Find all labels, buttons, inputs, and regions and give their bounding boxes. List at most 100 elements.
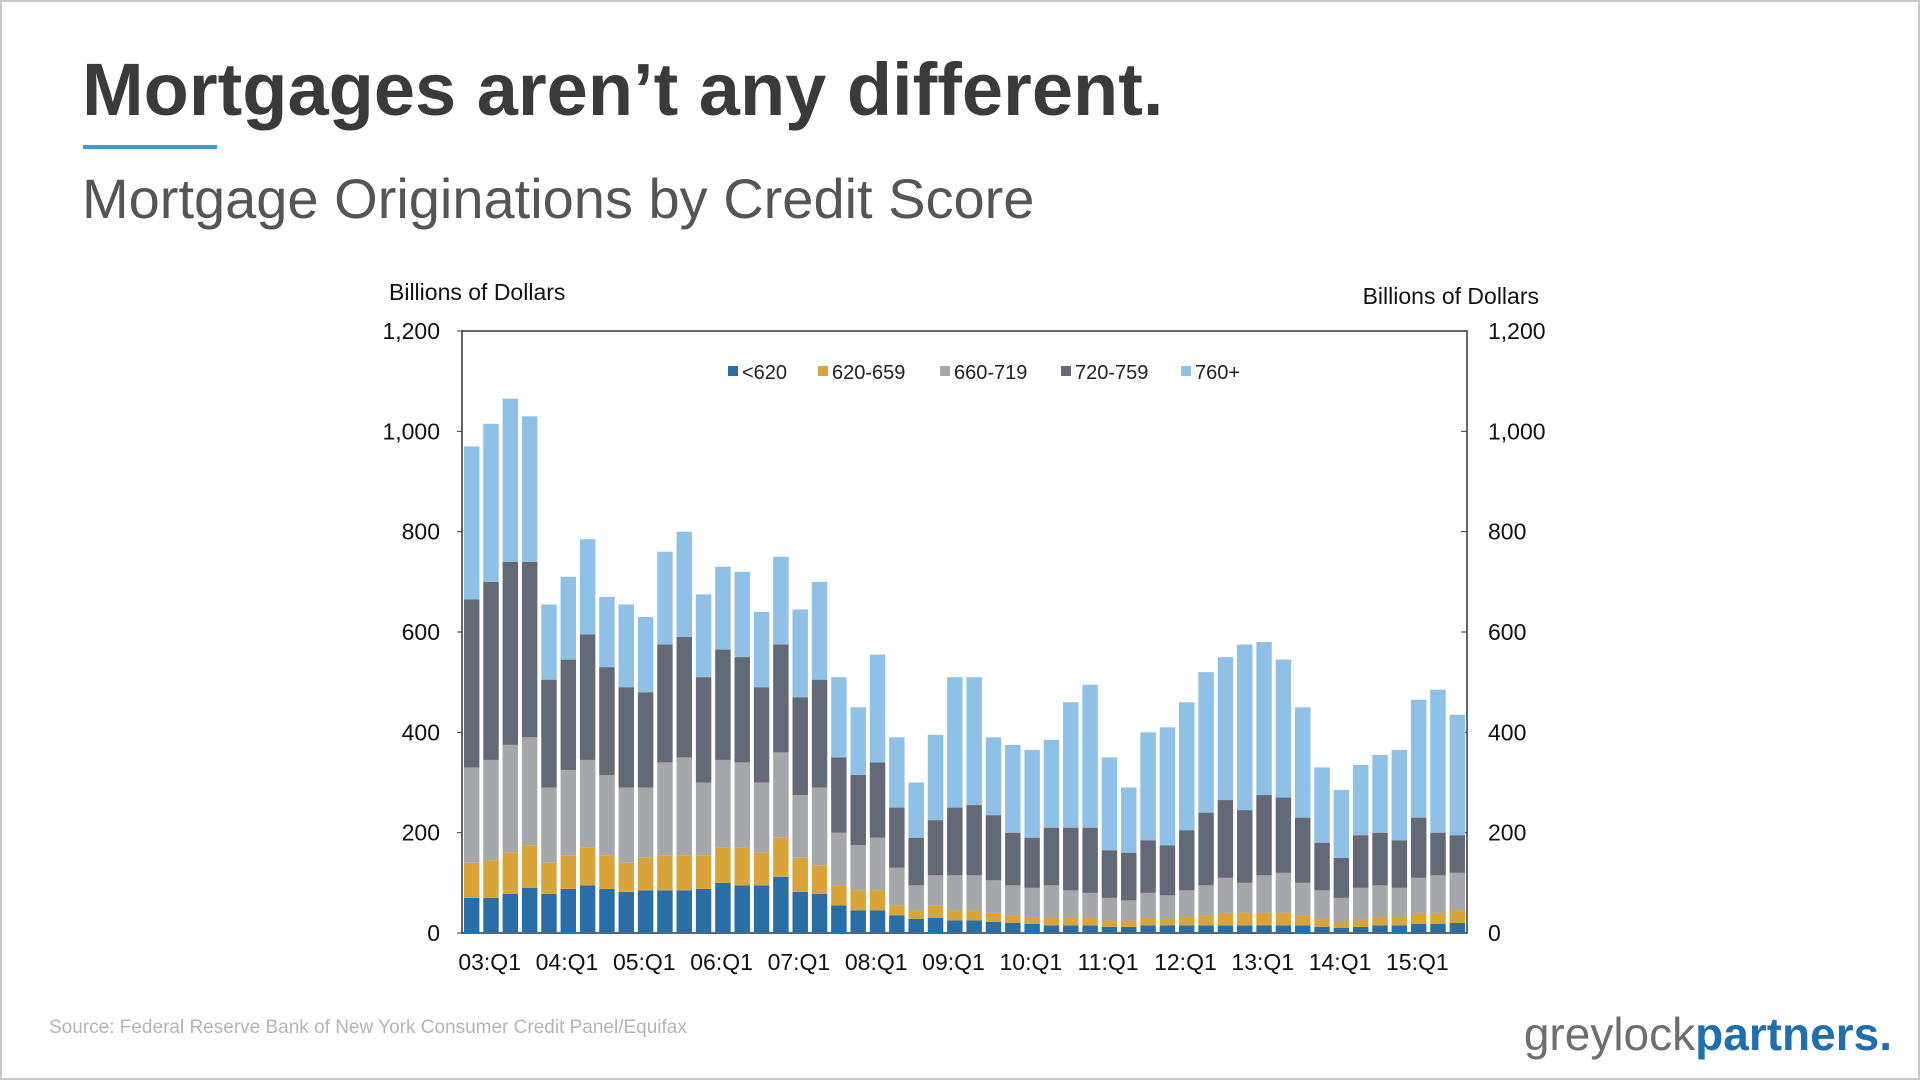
bar-segment xyxy=(1121,852,1137,901)
legend-label: 760+ xyxy=(1195,362,1240,384)
bar-segment xyxy=(1121,900,1137,921)
y-tick-label: 200 xyxy=(402,820,440,846)
bar-segment xyxy=(1294,915,1311,926)
bar-segment xyxy=(1063,925,1079,933)
x-tick-label: 09:Q1 xyxy=(922,949,985,975)
y2-tick-label: 1,000 xyxy=(1488,418,1546,444)
bar-segment xyxy=(1237,882,1253,913)
bar-segment xyxy=(1005,832,1021,886)
bar-segment xyxy=(792,891,808,933)
bar-segment xyxy=(1082,917,1098,926)
bar-segment xyxy=(1063,917,1079,926)
bar-segment xyxy=(869,762,886,838)
bar-segment xyxy=(1314,767,1330,843)
bar-segment xyxy=(637,692,654,788)
y2-tick-label: 1,200 xyxy=(1488,318,1546,344)
bar-segment xyxy=(1101,926,1118,933)
bar-segment xyxy=(753,885,770,933)
bar-segment xyxy=(1024,916,1040,924)
bar-segment xyxy=(1179,916,1195,926)
bar-segment xyxy=(579,847,596,886)
bar-segment xyxy=(889,807,905,868)
bar-segment xyxy=(599,855,615,889)
bar-segment xyxy=(850,890,866,911)
x-tick-label: 05:Q1 xyxy=(613,949,676,975)
bar-segment xyxy=(1372,754,1388,833)
bar-segment xyxy=(734,885,750,933)
slide-title: Mortgages aren’t any different. xyxy=(82,48,1163,131)
bar-segment xyxy=(676,890,692,933)
bar-segment xyxy=(1217,800,1234,878)
legend-swatch xyxy=(1061,366,1071,376)
bar-segment xyxy=(1372,885,1388,917)
bar-segment xyxy=(1256,925,1272,933)
bar-segment xyxy=(889,867,905,906)
bar-segment xyxy=(1430,875,1446,913)
bar-segment xyxy=(483,897,499,933)
bar-segment xyxy=(483,581,499,760)
bar-segment xyxy=(560,576,577,660)
bar-segment xyxy=(560,769,577,856)
logo-first: greylock xyxy=(1524,1008,1696,1060)
bar-segment xyxy=(560,888,577,933)
source-note: Source: Federal Reserve Bank of New York… xyxy=(49,1017,687,1038)
bar-segment xyxy=(1275,872,1292,913)
x-tick-label: 12:Q1 xyxy=(1154,949,1217,975)
bar-segment xyxy=(637,616,654,693)
bar-segment xyxy=(1043,917,1060,926)
x-tick-label: 07:Q1 xyxy=(768,949,831,975)
bar-segment xyxy=(599,596,615,668)
bar-segment xyxy=(908,837,924,886)
bar-segment xyxy=(1391,749,1408,841)
x-tick-label: 08:Q1 xyxy=(845,949,908,975)
bar-segment xyxy=(1237,810,1253,883)
bar-segment xyxy=(1410,699,1427,818)
bar-segment xyxy=(1121,926,1137,933)
bar-segment xyxy=(618,787,635,863)
bar-segment xyxy=(502,893,519,933)
bar-segment xyxy=(811,679,828,788)
bar-segment xyxy=(676,855,692,891)
y-axis-label: Billions of Dollars xyxy=(389,279,565,305)
bar-segment xyxy=(811,865,828,894)
bar-segment xyxy=(811,581,828,680)
bar-segment xyxy=(831,905,847,933)
x-tick-label: 06:Q1 xyxy=(690,949,753,975)
bar-segment xyxy=(676,757,692,856)
bar-segment xyxy=(618,604,635,688)
y-tick-label: 800 xyxy=(402,519,440,545)
title-underline xyxy=(83,145,217,149)
bar-segment xyxy=(695,855,712,889)
bar-segment xyxy=(637,787,654,858)
bar-segment xyxy=(1024,837,1040,888)
bar-segment xyxy=(618,891,635,933)
bar-segment xyxy=(1159,845,1176,896)
bar-segment xyxy=(831,885,847,906)
bar-segment xyxy=(463,767,480,863)
bar-segment xyxy=(521,887,538,933)
bar-segment xyxy=(1179,890,1195,917)
bar-segment xyxy=(753,611,770,688)
bar-segment xyxy=(463,446,480,600)
bar-segment xyxy=(927,734,944,821)
legend-swatch xyxy=(818,366,828,376)
bar-segment xyxy=(1410,912,1427,924)
bar-segment xyxy=(715,759,731,848)
bar-segment xyxy=(1121,787,1137,853)
x-tick-label: 11:Q1 xyxy=(1078,949,1139,975)
bar-segment xyxy=(715,847,731,883)
bar-segment xyxy=(1237,644,1253,811)
bar-segment xyxy=(502,561,519,745)
bar-segment xyxy=(966,910,982,921)
legend-label: 660-719 xyxy=(954,362,1027,384)
bar-segment xyxy=(1430,912,1446,924)
bar-segment xyxy=(1314,926,1330,933)
bar-segment xyxy=(579,885,596,933)
bar-segment xyxy=(1352,926,1369,933)
bar-segment xyxy=(657,551,673,645)
bar-segment xyxy=(1101,897,1118,921)
y2-axis-label: Billions of Dollars xyxy=(1363,283,1539,309)
bar-segment xyxy=(502,852,519,894)
bar-segment xyxy=(1005,744,1021,833)
